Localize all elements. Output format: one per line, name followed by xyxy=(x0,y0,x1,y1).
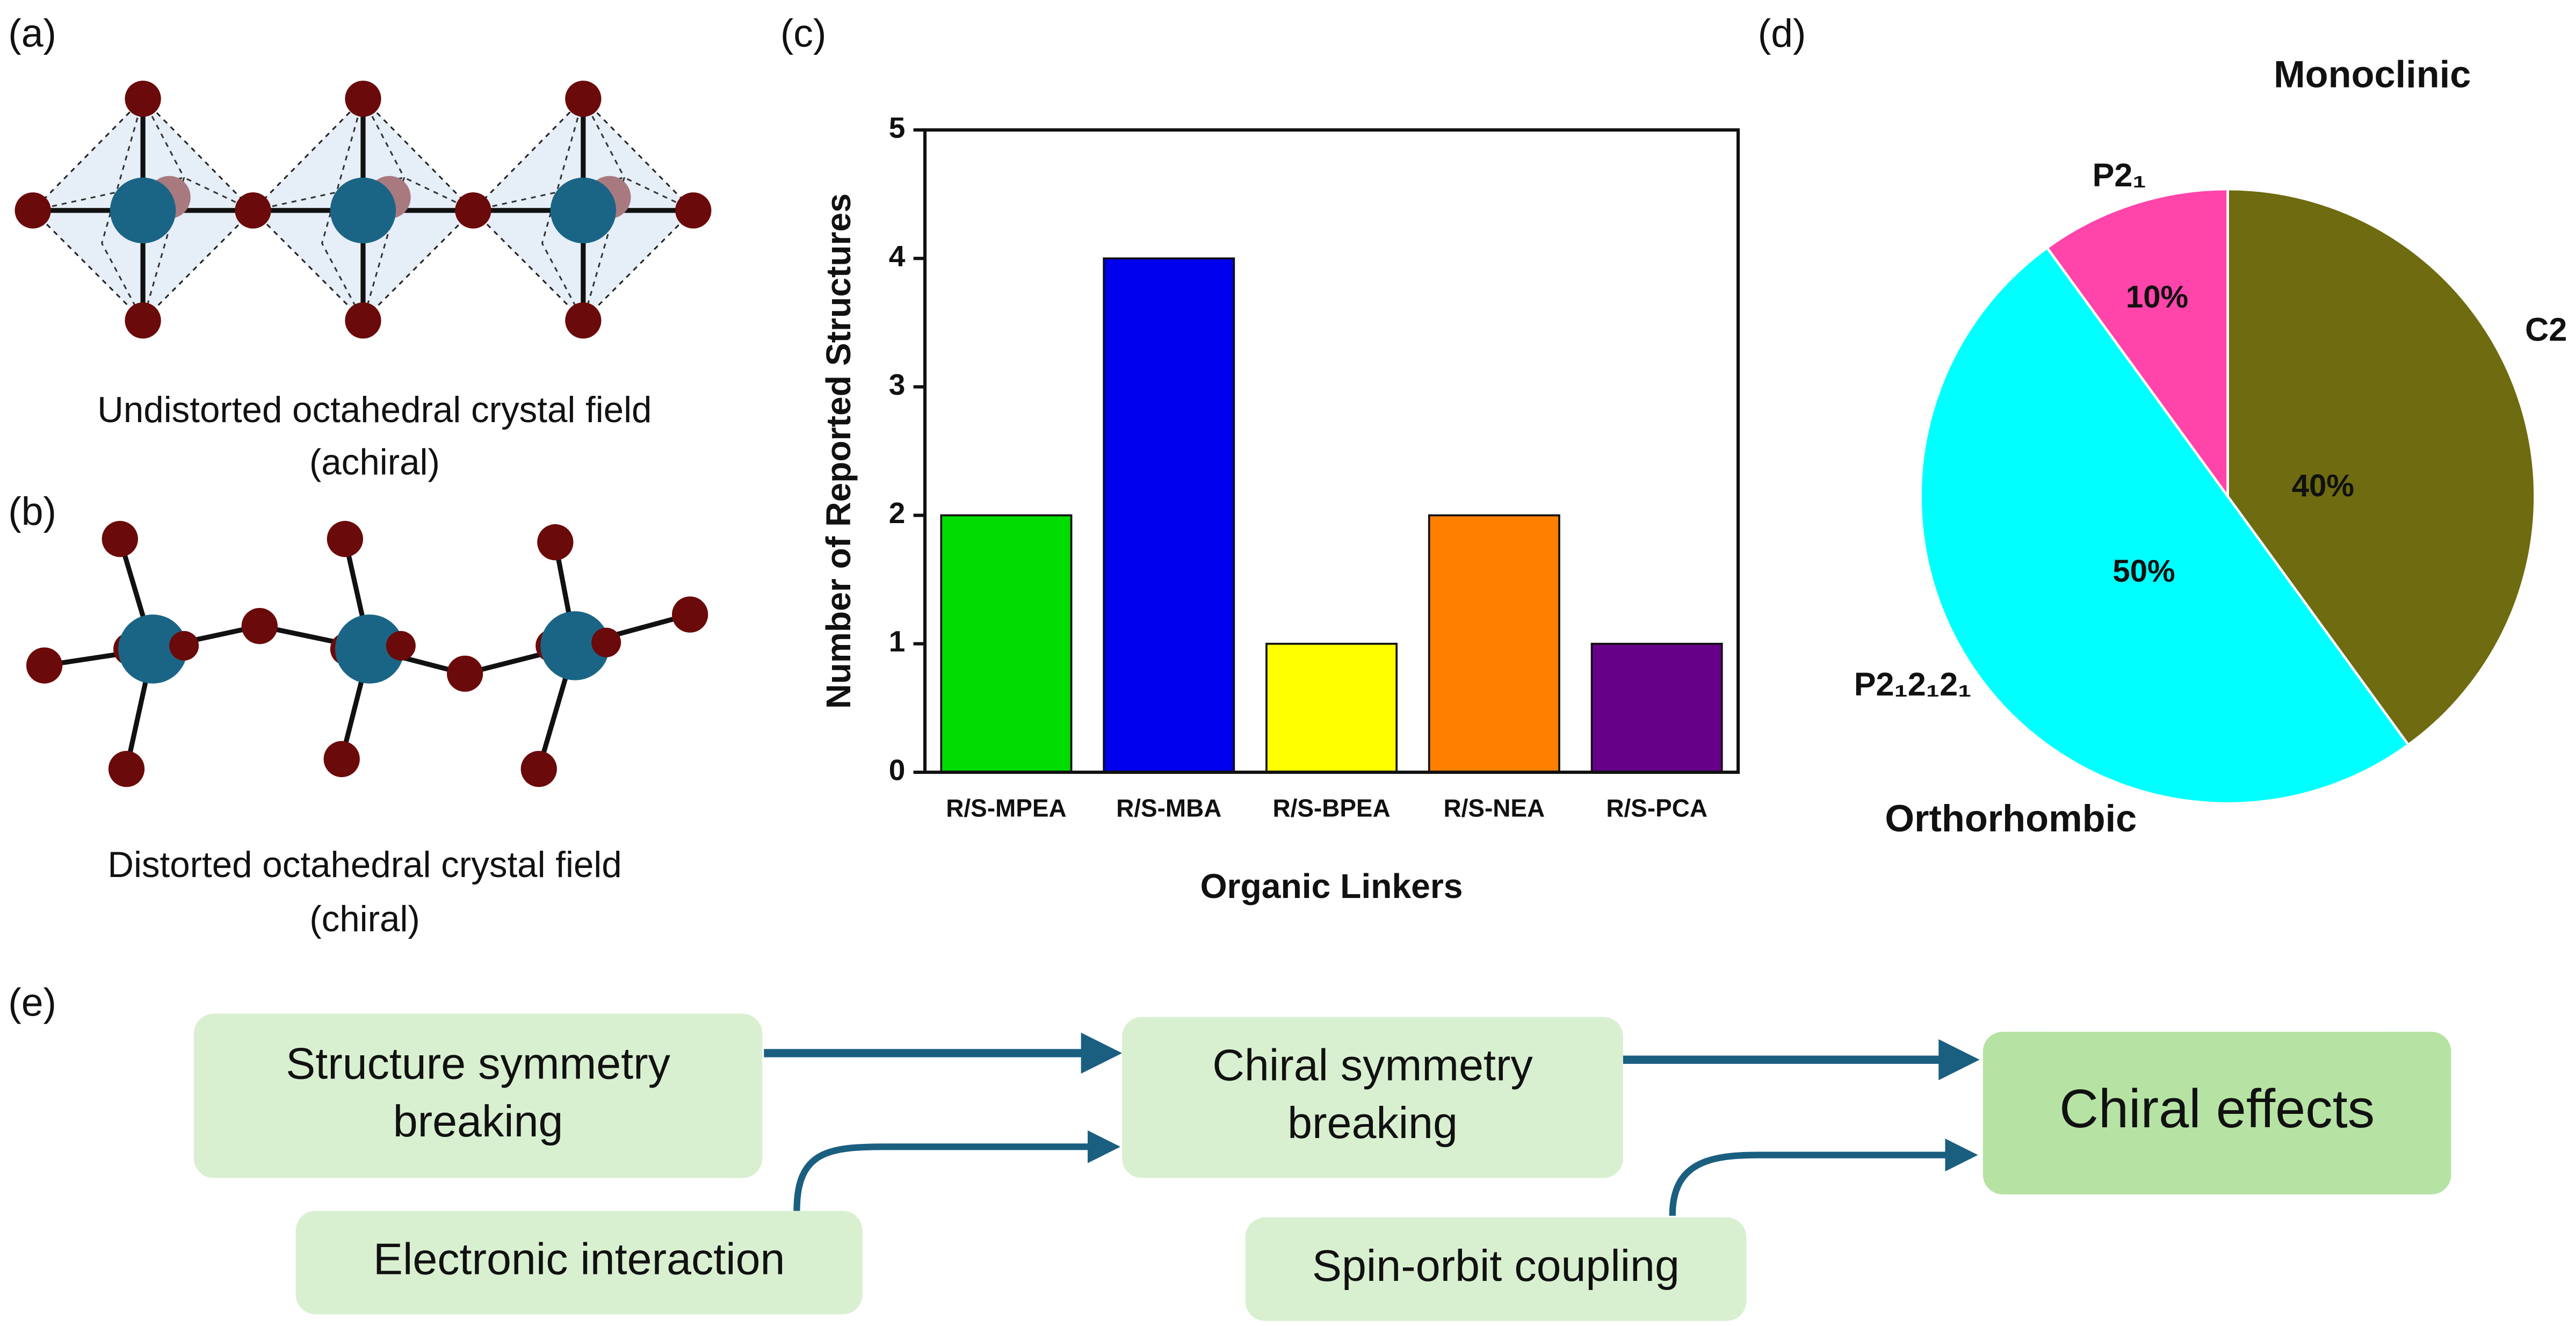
y-tick-label: 2 xyxy=(889,496,906,530)
ligand-atom xyxy=(323,741,360,778)
node-text: Electronic interaction xyxy=(373,1235,785,1284)
ligand-atom xyxy=(108,751,145,787)
ligand-atom xyxy=(455,192,491,229)
ligand-atom xyxy=(125,302,161,339)
ligand-atom xyxy=(102,520,138,557)
pie-slice xyxy=(1919,246,2410,805)
plot-frame xyxy=(923,128,1740,774)
ligand-atom xyxy=(675,192,712,229)
panel-label: (b) xyxy=(8,489,56,533)
group-label: Orthorhombic xyxy=(1885,797,2137,839)
panel-b: (b) Distorted octahedral crystal field (ch… xyxy=(8,489,708,939)
metal-atom xyxy=(118,614,187,684)
x-tick-label: R/S-NEA xyxy=(1444,794,1545,822)
ligand-atom xyxy=(591,627,621,657)
ligand-atom xyxy=(15,192,51,229)
ligand-atom xyxy=(345,302,381,339)
value-label: 40% xyxy=(2292,468,2354,503)
node-box xyxy=(193,1013,763,1178)
value-label: 10% xyxy=(2126,279,2188,314)
octahedron-edge xyxy=(473,98,694,321)
x-tick-label: R/S-MPEA xyxy=(946,794,1066,822)
node-text: breaking xyxy=(393,1097,563,1146)
panel-label: (a) xyxy=(8,11,56,55)
ligand-atom xyxy=(671,596,708,633)
bar xyxy=(1428,514,1560,773)
node-box xyxy=(1982,1032,2451,1194)
octahedron-edge xyxy=(32,98,254,321)
metal-atom xyxy=(335,614,404,684)
ligand-atom xyxy=(345,81,381,117)
ligand-atom xyxy=(537,524,574,561)
node-box xyxy=(295,1211,863,1315)
y-tick-label: 0 xyxy=(889,753,906,786)
arrow xyxy=(1669,1138,1978,1216)
node-text: Chiral symmetry xyxy=(1212,1041,1533,1090)
value-label: 50% xyxy=(2112,554,2175,589)
caption: (chiral) xyxy=(309,899,420,939)
node-text: breaking xyxy=(1287,1098,1458,1148)
panel-c: (c) 0 1 2 3 4 5 R/S-MPEA R/S-MBA R/S-BPEA R/S-NEA R… xyxy=(780,11,1740,905)
node-box xyxy=(1245,1217,1747,1321)
metal-atom xyxy=(540,611,610,680)
bar xyxy=(1265,642,1398,773)
ligand-atom xyxy=(327,520,363,557)
ligand-atom xyxy=(565,81,602,117)
panel-label: (d) xyxy=(1758,11,1806,55)
x-tick-label: R/S-BPEA xyxy=(1272,794,1390,822)
arrow xyxy=(793,1130,1121,1211)
ligand-atom xyxy=(125,81,161,117)
y-tick-label: 5 xyxy=(889,111,906,144)
bar xyxy=(940,514,1073,773)
x-tick-label: R/S-PCA xyxy=(1606,794,1707,822)
ligand-atom xyxy=(520,751,557,787)
bar xyxy=(1103,257,1235,773)
node-box xyxy=(1122,1017,1623,1178)
pie-slice xyxy=(2045,187,2229,501)
metal-atom xyxy=(330,177,396,244)
octahedron-edge xyxy=(252,98,474,321)
caption: (achiral) xyxy=(309,443,440,483)
ligand-atom xyxy=(241,608,278,644)
node-text: Structure symmetry xyxy=(286,1039,670,1089)
caption: Undistorted octahedral crystal field xyxy=(97,390,652,430)
metal-atom xyxy=(550,177,617,244)
ligand-atom xyxy=(386,631,416,661)
ligand-atom xyxy=(235,192,271,229)
y-tick-label: 3 xyxy=(889,368,906,401)
y-tick-label: 4 xyxy=(889,240,906,273)
x-tick-label: R/S-MBA xyxy=(1116,794,1221,822)
ligand-atom xyxy=(565,302,602,339)
bar xyxy=(1590,642,1723,773)
ligand-atom xyxy=(169,631,199,661)
panel-label: (e) xyxy=(8,981,56,1025)
group-label: Monoclinic xyxy=(2274,53,2471,96)
slice-label: P2₁2₁2₁ xyxy=(1854,666,1972,702)
node-text: Chiral effects xyxy=(2059,1079,2375,1139)
node-text: Spin-orbit coupling xyxy=(1312,1241,1680,1291)
panel-a: (a) Undistorted octahedral crystal field (… xyxy=(8,11,712,483)
panel-e: (e) Structure symmetry breaking Electronic … xyxy=(8,981,2451,1321)
slice-label: C2 xyxy=(2525,311,2567,347)
pie-slice xyxy=(2226,187,2536,747)
panel-d: (d) C2 40% P2₁2₁2₁ 50% P2₁ 10% Monoclinic Orthor… xyxy=(1758,11,2567,839)
metal-atom xyxy=(110,177,176,244)
ligand-atom xyxy=(446,655,483,692)
caption: Distorted octahedral crystal field xyxy=(107,845,621,885)
slice-label: P2₁ xyxy=(2093,157,2146,193)
y-tick-label: 1 xyxy=(889,625,906,658)
ligand-atom xyxy=(26,647,63,684)
y-axis-label: Number of Reported Structures xyxy=(819,193,858,709)
x-axis-label: Organic Linkers xyxy=(1200,867,1463,905)
panel-label: (c) xyxy=(780,11,827,55)
